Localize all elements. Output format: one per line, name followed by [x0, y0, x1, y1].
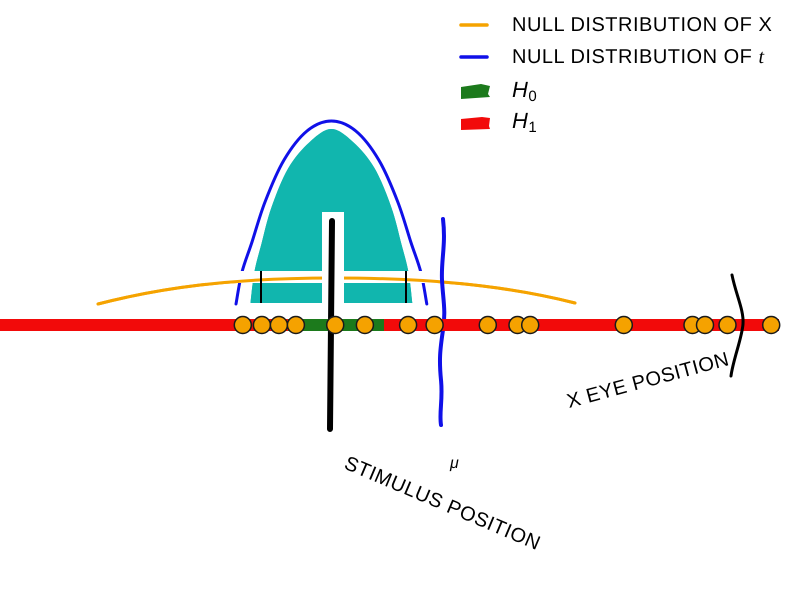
svg-text:μ: μ: [449, 455, 459, 472]
svg-text:NULL DISTRIBUTION OF X: NULL DISTRIBUTION OF X: [512, 14, 772, 36]
svg-text:NULL DISTRIBUTION OF t: NULL DISTRIBUTION OF t: [512, 46, 765, 68]
